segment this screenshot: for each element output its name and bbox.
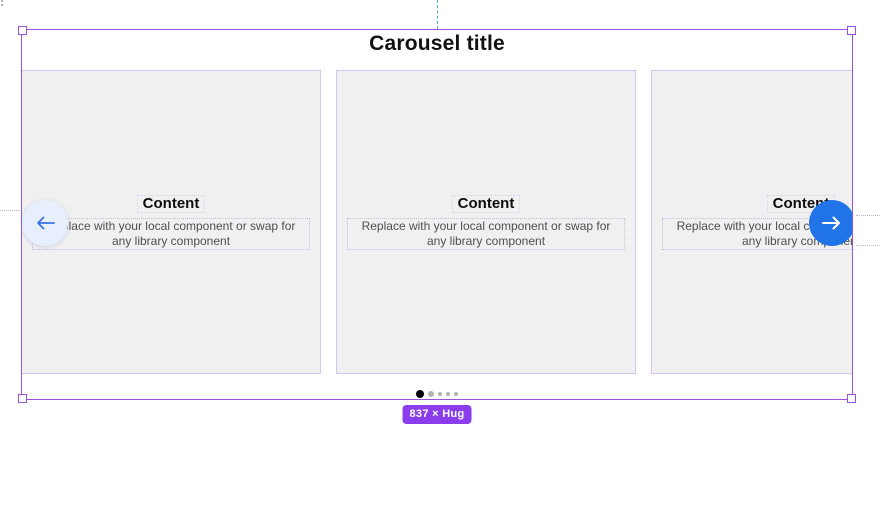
pagination-dot[interactable] <box>454 392 458 396</box>
canvas-corner-mark <box>1 0 3 6</box>
card-title: Content <box>136 194 206 213</box>
arrow-left-icon <box>35 216 55 230</box>
carousel-track: Content Replace with your local componen… <box>21 70 853 374</box>
card-placeholder-text: Replace with your local component or swa… <box>347 217 625 250</box>
card-placeholder-text: Replace with your local component or swa… <box>32 217 310 250</box>
pagination-dot[interactable] <box>438 392 442 396</box>
pagination-dots <box>416 390 458 398</box>
right-dotted-guide-bottom <box>856 245 880 246</box>
left-dotted-guide <box>0 210 19 211</box>
vertical-dashed-guide <box>437 0 438 29</box>
carousel-card[interactable]: Content Replace with your local componen… <box>21 70 321 374</box>
pagination-dot[interactable] <box>428 391 434 397</box>
next-button[interactable] <box>809 200 853 246</box>
carousel-frame: Carousel title Content Replace with your… <box>21 29 853 400</box>
card-title: Content <box>451 194 521 213</box>
carousel-card[interactable]: Content Replace with your local componen… <box>336 70 636 374</box>
pagination-dot[interactable] <box>446 392 450 396</box>
pagination-dot-active[interactable] <box>416 390 424 398</box>
carousel-title: Carousel title <box>369 32 505 55</box>
prev-button[interactable] <box>22 200 68 246</box>
dimension-badge: 837 × Hug <box>402 405 472 424</box>
right-dotted-guide-top <box>856 215 880 216</box>
arrow-right-icon <box>822 216 842 230</box>
